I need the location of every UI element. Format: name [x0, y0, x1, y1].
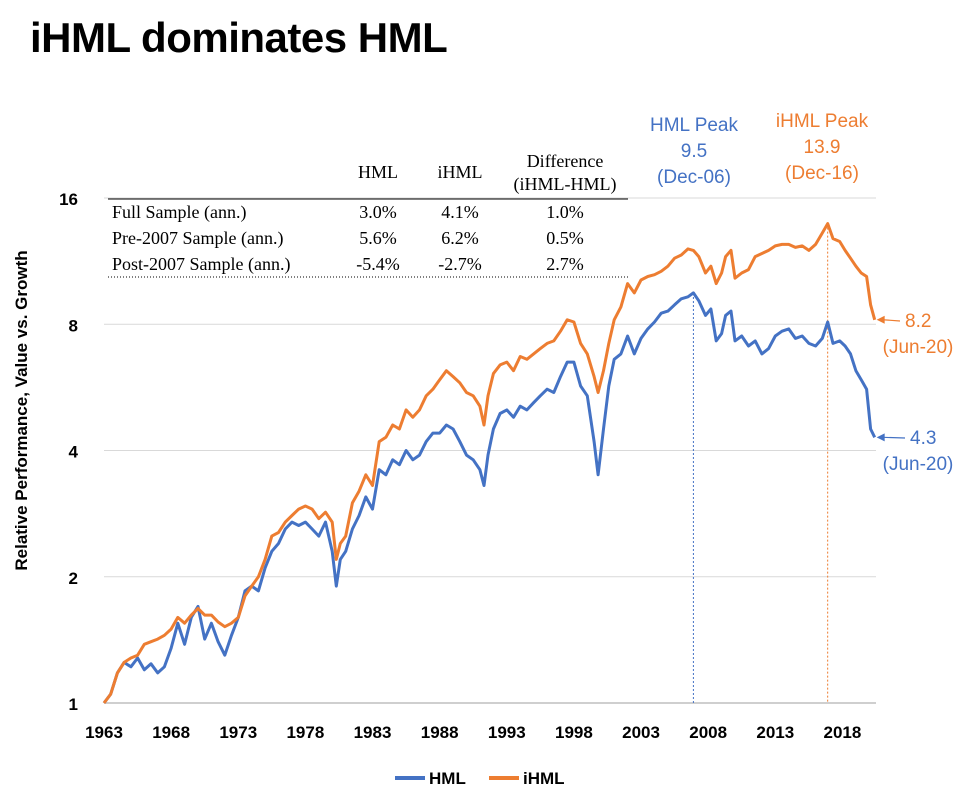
x-tick-label: 2018: [824, 723, 862, 742]
table-cell: 2.7%: [546, 254, 584, 274]
series-line-hml: [102, 291, 877, 704]
table-cell: 4.1%: [441, 202, 479, 222]
x-tick-label: 2008: [689, 723, 727, 742]
table-cell: 0.5%: [546, 228, 584, 248]
table-cell: -2.7%: [438, 254, 482, 274]
ihml_end-value: 8.2: [905, 311, 931, 332]
y-tick-label: 16: [59, 190, 78, 209]
y-tick-label: 4: [69, 443, 79, 462]
legend: HML iHML: [395, 769, 565, 788]
page-title: iHML dominates HML: [30, 14, 448, 61]
series-line-ihml: [102, 222, 877, 704]
table-cell: -5.4%: [356, 254, 400, 274]
x-tick-label: 2013: [756, 723, 794, 742]
x-tick-label: 1988: [421, 723, 459, 742]
ihml_end-date: (Jun-20): [883, 337, 954, 358]
ihml_peak-label-1: 13.9: [804, 137, 841, 158]
hml_end-date: (Jun-20): [883, 454, 954, 475]
annotations: HML Peak 9.5 (Dec-06) iHML Peak 13.9 (Dec-16)…: [650, 111, 953, 475]
table-cell: 3.0%: [359, 202, 397, 222]
x-tick-label: 1983: [354, 723, 392, 742]
hml_peak-label-0: HML Peak: [650, 115, 738, 136]
legend-label-hml: HML: [429, 769, 466, 788]
y-tick-label: 1: [69, 695, 78, 714]
ihml_peak-label-0: iHML Peak: [776, 111, 869, 132]
table-header-2-line-1: (iHML-HML): [514, 174, 617, 195]
hml_end-value: 4.3: [910, 428, 936, 449]
table-cell: 6.2%: [441, 228, 479, 248]
table-header-2-line-0: Difference: [527, 151, 604, 171]
table-header-0: HML: [358, 162, 398, 182]
y-tick-label: 8: [69, 316, 78, 335]
hml_peak-label-1: 9.5: [681, 141, 707, 162]
x-tick-label: 1998: [555, 723, 593, 742]
legend-label-ihml: iHML: [523, 769, 565, 788]
table-cell: 1.0%: [546, 202, 584, 222]
table-row-label: Post-2007 Sample (ann.): [112, 254, 290, 275]
table-row-label: Full Sample (ann.): [112, 202, 246, 223]
x-tick-label: 1993: [488, 723, 526, 742]
hml_end-arrow-line: [882, 436, 906, 439]
ihml_end-arrowhead: [876, 315, 885, 324]
table-cell: 5.6%: [359, 228, 397, 248]
y-tick-label: 2: [69, 569, 78, 588]
y-axis-label-group: Relative Performance, Value vs. Growth: [12, 250, 31, 570]
axes: 1 2 4 8 16 1963 1968 1973 1978 1983 1988 1993 1998 20…: [59, 190, 876, 742]
table-header-1: iHML: [438, 162, 483, 182]
x-tick-label: 1963: [85, 723, 123, 742]
table-row-label: Pre-2007 Sample (ann.): [112, 228, 283, 249]
hml_end-arrowhead: [876, 433, 885, 442]
y-axis-label: Relative Performance, Value vs. Growth: [12, 250, 31, 570]
x-tick-label: 1978: [286, 723, 324, 742]
x-tick-label: 2003: [622, 723, 660, 742]
ihml_peak-label-2: (Dec-16): [785, 163, 859, 184]
x-tick-label: 1968: [152, 723, 190, 742]
stats-table: HML iHML Difference (iHML-HML) Full Sample (…: [108, 151, 628, 278]
peak-reference-lines: [692, 223, 829, 703]
series-lines: [102, 222, 877, 704]
x-tick-label: 1973: [219, 723, 257, 742]
hml_peak-label-2: (Dec-06): [657, 167, 731, 188]
ihml_end-arrow-line: [882, 319, 901, 322]
